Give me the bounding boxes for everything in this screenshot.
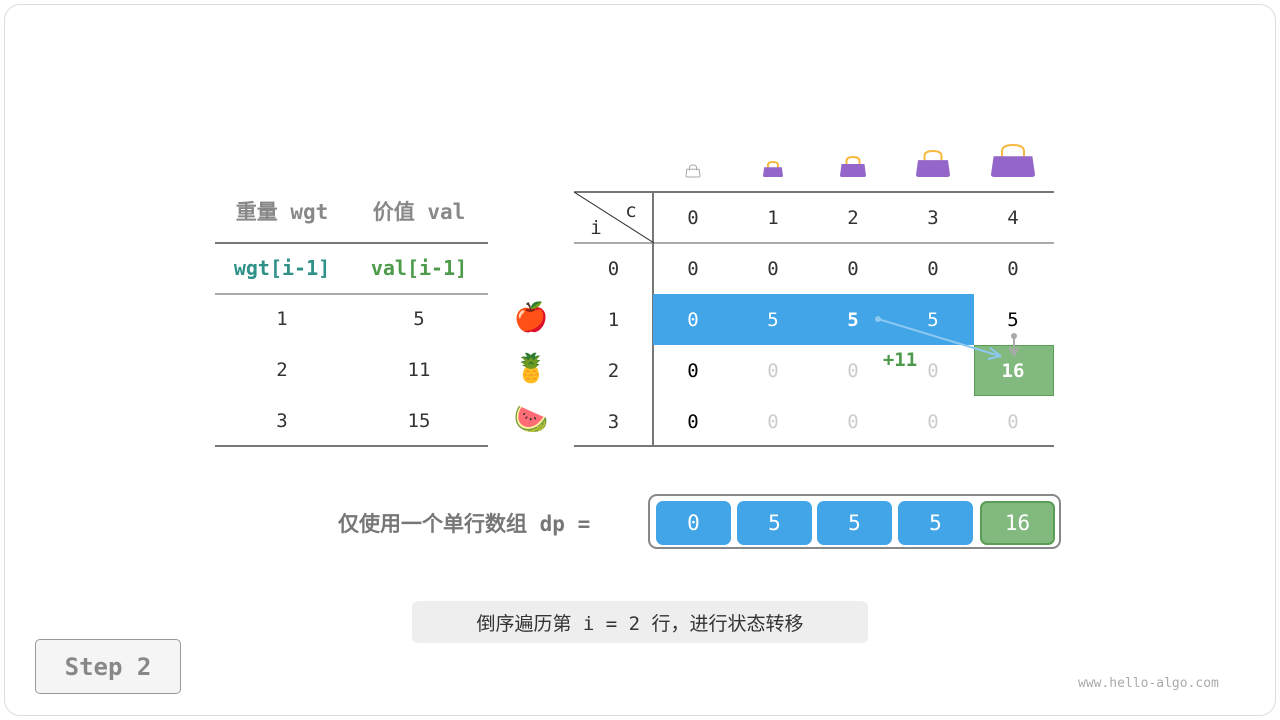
dp-cell: 5: [767, 308, 779, 331]
divider: [574, 242, 1054, 244]
watermark: www.hello-algo.com: [1078, 676, 1219, 691]
dp-cell: 0: [927, 410, 939, 433]
subheader-val: val[i-1]: [370, 256, 468, 280]
weight-value: 1: [276, 308, 288, 330]
dp-cell: 0: [687, 359, 699, 382]
handbag-icon: [916, 149, 950, 177]
dp-cell: 16: [1001, 359, 1025, 382]
dp-cell: 0: [687, 410, 699, 433]
dp-cell: 0: [1007, 410, 1019, 433]
handbag-icon: [991, 143, 1035, 177]
dp-array-element: 16: [980, 501, 1055, 545]
fruit-icon: 🍉: [513, 402, 549, 436]
corner-c-label: c: [625, 200, 637, 222]
capacity-header: 4: [1007, 206, 1019, 229]
caption: 倒序遍历第 i = 2 行，进行状态转移: [412, 601, 868, 643]
dp-cell: 0: [687, 257, 699, 280]
dp-array-element: 5: [817, 501, 892, 545]
divider: [215, 293, 488, 295]
dp-cell: 0: [767, 257, 779, 280]
capacity-header: 2: [847, 206, 859, 229]
add-value-label: +11: [882, 349, 918, 371]
row-label: 0: [607, 257, 620, 280]
dp-cell: 0: [927, 359, 939, 382]
row-label: 3: [607, 410, 620, 433]
handbag-icon: [685, 164, 701, 178]
dp-cell: 0: [767, 359, 779, 382]
fruit-icon: 🍍: [513, 351, 549, 385]
weight-value: 3: [276, 410, 288, 432]
dp-cell: 5: [927, 308, 939, 331]
row-label: 2: [607, 359, 620, 382]
divider: [215, 445, 488, 447]
dp-array-container: [648, 494, 1061, 549]
dp-array-element: 5: [898, 501, 973, 545]
dp-cell: 0: [847, 410, 859, 433]
divider: [574, 191, 1054, 193]
frame: [4, 4, 1276, 716]
dp-cell: 0: [847, 257, 859, 280]
dp-cell: 5: [1007, 308, 1019, 331]
header-weight: 重量 wgt: [235, 200, 329, 224]
weight-value: 2: [276, 359, 288, 381]
corner-i-label: i: [590, 217, 602, 239]
item-value: 5: [413, 308, 425, 330]
handbag-icon: [763, 160, 783, 177]
dp-cell: 0: [1007, 257, 1019, 280]
dp-array-label: 仅使用一个单行数组 dp =: [338, 512, 591, 536]
row-label: 1: [607, 308, 620, 331]
capacity-header: 0: [687, 206, 699, 229]
fruit-icon: 🍎: [513, 300, 549, 334]
header-value: 价值 val: [372, 200, 466, 224]
divider: [574, 445, 1054, 447]
handbag-icon: [840, 155, 866, 177]
dp-cell: 5: [847, 308, 859, 331]
dp-array-element: 0: [656, 501, 731, 545]
dp-array-element: 5: [737, 501, 812, 545]
capacity-header: 1: [767, 206, 779, 229]
dp-cell: 0: [927, 257, 939, 280]
dp-cell: 0: [767, 410, 779, 433]
step-label: Step 2: [35, 639, 181, 694]
dp-cell: 0: [687, 308, 699, 331]
item-value: 15: [407, 410, 431, 432]
subheader-wgt: wgt[i-1]: [233, 256, 331, 280]
divider: [215, 242, 488, 244]
dp-cell: 0: [847, 359, 859, 382]
capacity-header: 3: [927, 206, 939, 229]
item-value: 11: [407, 359, 431, 381]
corner-diagonal: [574, 192, 654, 243]
